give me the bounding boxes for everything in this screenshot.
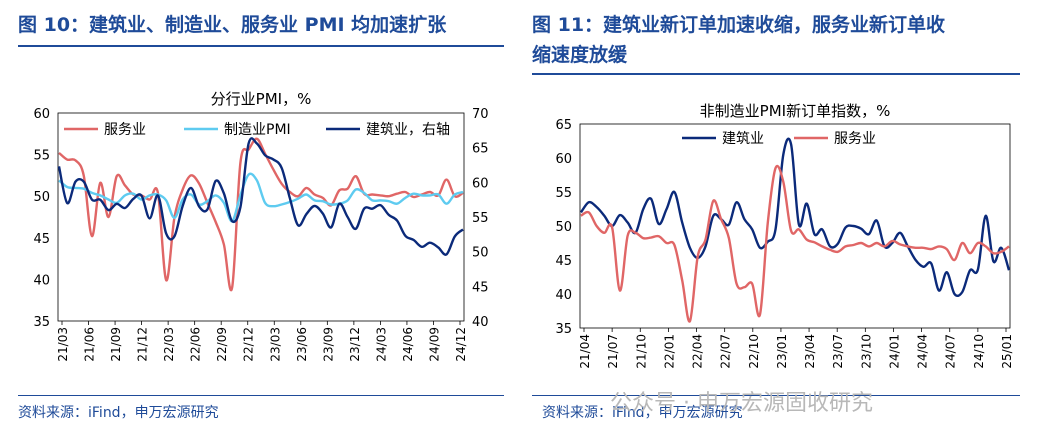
x-tick-label: 21/07 <box>606 334 620 369</box>
chart-title: 非制造业PMI新订单指数，% <box>700 102 891 120</box>
plot-frame <box>579 123 1011 329</box>
series-line-0 <box>580 137 1011 298</box>
left-source-note: 资料来源：iFind，申万宏源研究 <box>18 405 219 421</box>
x-tick-label: 21/09 <box>109 327 123 362</box>
x-tick-label: 21/12 <box>136 327 150 362</box>
legend-label-0: 建筑业 <box>722 131 764 147</box>
left-chart: 分行业PMI，% 35 40 45 50 55 60 40 45 50 55 60 65 70 21/03 2… <box>33 90 489 362</box>
series-line-1 <box>580 164 1010 323</box>
left-source-rule <box>18 395 504 396</box>
x-tick-label: 23/12 <box>348 327 362 362</box>
left-y-tick-label: 50 <box>33 190 50 205</box>
x-tick-label: 22/12 <box>242 327 256 362</box>
x-tick-label: 24/06 <box>401 327 415 362</box>
x-tick-label: 21/10 <box>634 334 648 369</box>
right-y-tick-label: 40 <box>472 315 489 330</box>
legend-label-1: 服务业 <box>834 131 876 147</box>
x-tick-label: 23/09 <box>321 327 335 362</box>
x-tick-label: 23/06 <box>295 327 309 362</box>
x-tick-label: 25/01 <box>1000 334 1014 369</box>
left-y-tick-label: 45 <box>33 232 50 247</box>
x-tick-label: 22/03 <box>162 327 176 362</box>
x-tick-label: 23/04 <box>803 334 817 369</box>
x-tick-label: 22/06 <box>189 327 203 362</box>
x-tick-label: 23/01 <box>775 334 789 369</box>
left-y-tick-label: 40 <box>555 288 572 303</box>
right-y-tick-label: 55 <box>472 211 489 226</box>
right-y-tick-label: 70 <box>472 107 489 122</box>
legend-label-2: 建筑业，右轴 <box>366 122 450 138</box>
left-y-tick-label: 35 <box>33 315 50 330</box>
series-line-0 <box>58 137 464 292</box>
left-y-tick-label: 35 <box>555 322 572 337</box>
x-tick-label: 23/07 <box>831 334 845 369</box>
watermark: 公众号 · 申万宏源固收研究 <box>610 391 873 416</box>
chart-title: 分行业PMI，% <box>211 90 312 108</box>
right-y-tick-label: 50 <box>472 246 489 261</box>
x-tick-label: 24/10 <box>972 334 986 369</box>
left-y-tick-label: 50 <box>555 220 572 235</box>
left-panel-title: 图 10：建筑业、制造业、服务业 PMI 均加速扩张 <box>18 14 447 36</box>
left-y-tick-label: 55 <box>555 186 572 201</box>
x-tick-label: 22/01 <box>662 334 676 369</box>
right-source-note: 资料来源：iFind，申万宏源研究 <box>542 405 743 421</box>
right-y-tick-label: 65 <box>472 142 489 157</box>
right-y-tick-label: 45 <box>472 280 489 295</box>
right-title-rule <box>532 73 1020 75</box>
x-tick-label: 24/01 <box>887 334 901 369</box>
x-tick-label: 24/07 <box>944 334 958 369</box>
left-y-tick-label: 40 <box>33 273 50 288</box>
x-tick-label: 24/12 <box>454 327 468 362</box>
legend-label-0: 服务业 <box>104 122 146 138</box>
right-panel-title-line1: 图 11：建筑业新订单加速收缩，服务业新订单收 <box>532 14 946 36</box>
left-y-tick-label: 55 <box>33 149 50 164</box>
x-tick-label: 22/07 <box>719 334 733 369</box>
x-tick-label: 22/10 <box>747 334 761 369</box>
x-tick-label: 24/03 <box>374 327 388 362</box>
left-y-tick-label: 45 <box>555 254 572 269</box>
legend-label-1: 制造业PMI <box>224 122 291 138</box>
left-title-rule <box>18 45 504 47</box>
series-line-2 <box>57 137 464 256</box>
x-tick-label: 24/09 <box>427 327 441 362</box>
left-y-tick-label: 60 <box>555 152 572 167</box>
right-source-rule <box>532 395 1020 396</box>
series-line-1 <box>58 172 464 223</box>
plot-frame <box>57 112 465 322</box>
right-panel-title-line2: 缩速度放缓 <box>532 44 628 66</box>
x-tick-label: 22/04 <box>691 334 705 369</box>
x-tick-label: 21/06 <box>83 327 97 362</box>
x-tick-label: 22/09 <box>215 327 229 362</box>
left-y-tick-label: 60 <box>33 107 50 122</box>
x-tick-label: 23/03 <box>268 327 282 362</box>
right-y-tick-label: 60 <box>472 176 489 191</box>
x-tick-label: 21/03 <box>56 327 70 362</box>
left-y-tick-label: 65 <box>555 118 572 133</box>
right-chart: 非制造业PMI新订单指数，% 35 40 45 50 55 60 65 21/04 21/07 21… <box>555 102 1014 369</box>
x-tick-label: 21/04 <box>578 334 592 369</box>
x-tick-label: 24/04 <box>916 334 930 369</box>
x-tick-label: 23/10 <box>859 334 873 369</box>
